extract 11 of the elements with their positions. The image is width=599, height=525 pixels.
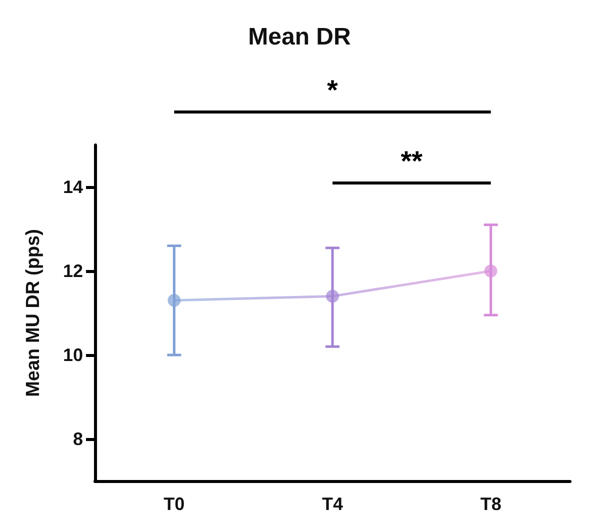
y-axis-title: Mean MU DR (pps) xyxy=(23,229,44,397)
x-tick-label: T0 xyxy=(164,494,185,514)
y-tick-label: 12 xyxy=(62,261,83,281)
y-tick-label: 14 xyxy=(62,177,83,197)
chart-title: Mean DR xyxy=(248,24,351,50)
x-tick-label: T8 xyxy=(480,494,502,514)
y-tick-label: 10 xyxy=(62,345,83,365)
x-tick-label: T4 xyxy=(322,494,344,514)
annotation: ** xyxy=(400,146,423,176)
y-tick-label: 8 xyxy=(72,429,83,449)
text: * xyxy=(327,74,338,106)
